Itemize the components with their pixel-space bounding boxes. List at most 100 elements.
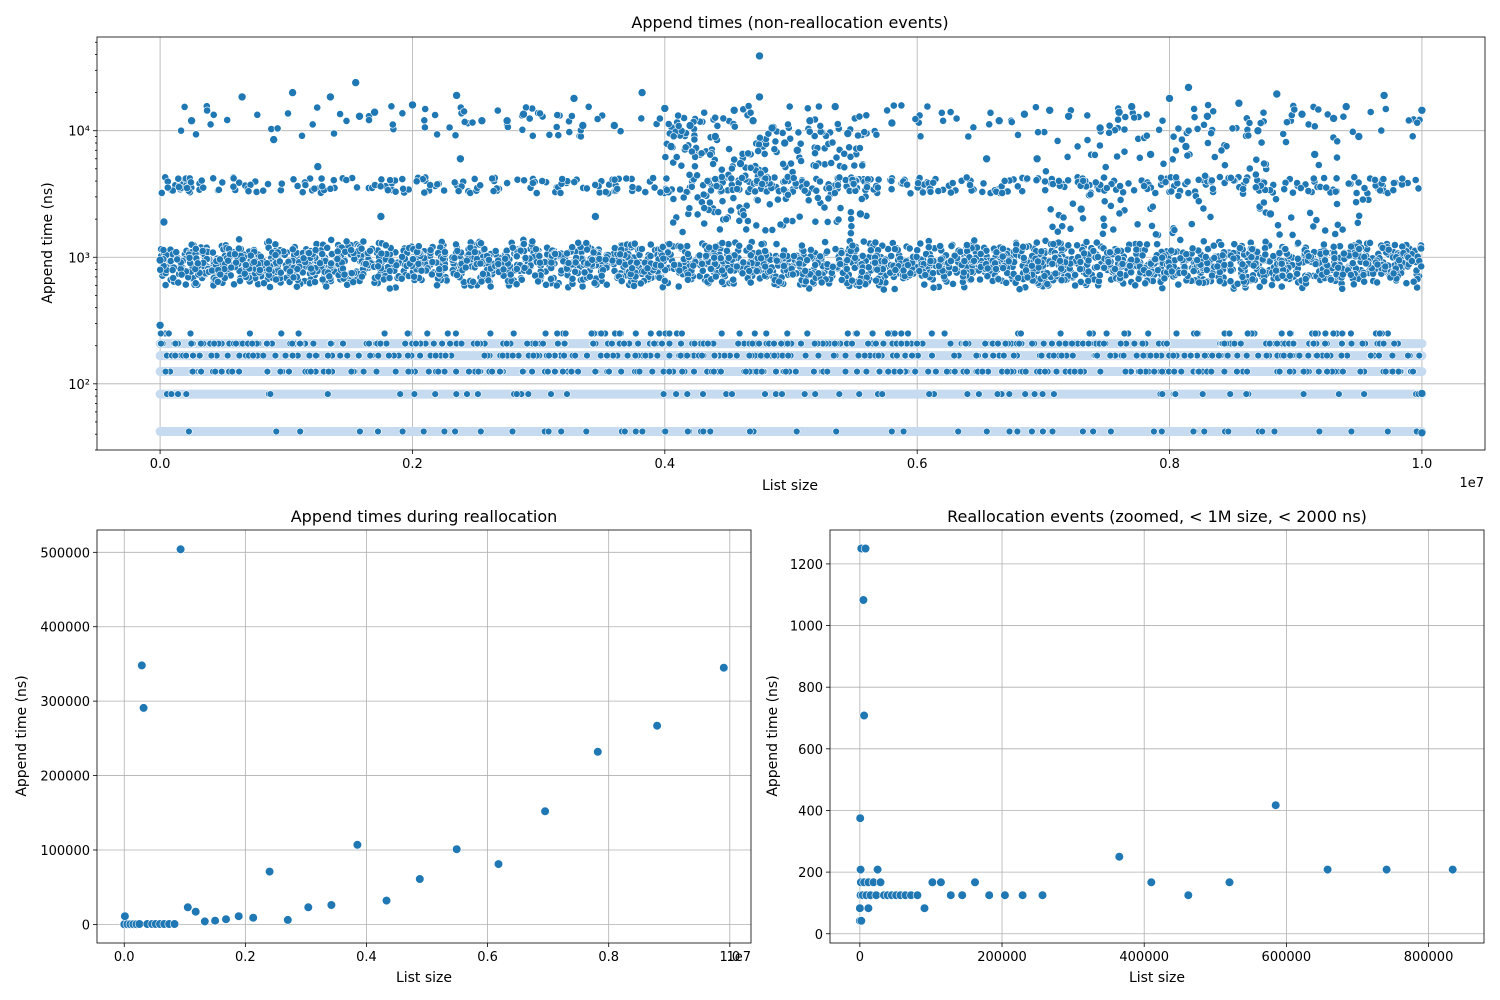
- chart-top-point: [1366, 108, 1375, 116]
- chart-top-point: [976, 249, 985, 258]
- chart-top-level-point: [452, 390, 460, 398]
- chart-top-level-point: [810, 339, 819, 348]
- chart-top-point: [940, 329, 949, 338]
- chart-top-level-point: [761, 390, 769, 398]
- chart-top-outlier-point: [994, 116, 1004, 125]
- chart-top-point: [203, 106, 211, 115]
- chart-top-point: [665, 329, 674, 338]
- chart-top-point: [833, 120, 842, 128]
- chart-top-level-point: [983, 427, 991, 436]
- chart-top-point: [547, 274, 555, 283]
- chart-top-point: [1332, 174, 1341, 183]
- chart-top-point: [1053, 136, 1062, 145]
- chart-top-point: [1202, 265, 1211, 274]
- chart-top-point: [1118, 259, 1127, 268]
- chart-top-point: [404, 329, 412, 338]
- chart-top-point: [685, 170, 694, 179]
- chart-top-point: [590, 279, 599, 287]
- chart-top-point: [1274, 221, 1282, 230]
- chart-top-point: [1158, 253, 1167, 262]
- chart-top-point: [1227, 173, 1235, 182]
- chart-top-point: [420, 123, 429, 132]
- chart-top-point: [1242, 176, 1250, 185]
- chart-top-level-point: [519, 367, 527, 376]
- chart-top-grid: [97, 37, 1485, 450]
- chart-top-point: [574, 238, 583, 247]
- chart-top-level-point: [210, 339, 218, 348]
- chart-top-level-point: [1158, 390, 1167, 398]
- chart-top-level-point: [296, 427, 304, 436]
- chart-top-level-point: [690, 367, 698, 376]
- chart-top-point: [807, 245, 815, 254]
- chart-top-point: [340, 270, 349, 279]
- chart-top-outlier-point: [1297, 109, 1307, 119]
- chart-top-point: [1333, 153, 1341, 162]
- chart-top-point: [1391, 241, 1399, 249]
- chart-top-level-point: [710, 351, 719, 360]
- chart-top-point: [265, 265, 274, 274]
- chart-top-point: [840, 163, 849, 172]
- chart-top-point: [718, 172, 726, 181]
- chart-top-level-point: [981, 351, 989, 360]
- chart-top-point: [1168, 155, 1177, 164]
- chart-top-outlier-point: [1064, 112, 1073, 121]
- chart-top-point: [1243, 329, 1252, 338]
- chart-top-point: [417, 266, 426, 275]
- chart-top-level-point: [755, 339, 763, 348]
- chart-top-bands: [155, 339, 1427, 437]
- chart-top-level-point: [1013, 427, 1022, 436]
- chart-top-outlier-point: [1253, 126, 1263, 135]
- chart-top-point: [1228, 124, 1237, 133]
- chart-top-level-point: [420, 427, 428, 436]
- chart-top-point: [1281, 178, 1290, 187]
- chart-top-point: [1100, 173, 1108, 182]
- chart-top-point: [729, 275, 738, 284]
- chart-top-point: [675, 266, 684, 275]
- chart-top-point: [377, 175, 386, 184]
- chart-top-point: [700, 204, 709, 212]
- chart-top-point: [1417, 262, 1426, 271]
- chart-top-point: [452, 329, 460, 338]
- chart-top-outlier-point: [1020, 109, 1029, 119]
- chart-top-point: [1373, 260, 1382, 269]
- chart-top-point: [992, 248, 1001, 257]
- chart-top-point: [610, 244, 619, 252]
- chart-top-point: [1204, 101, 1212, 109]
- chart-top-point: [725, 145, 733, 153]
- chart-top-point: [349, 278, 358, 286]
- chart-top-point: [785, 102, 794, 111]
- chart-top-point: [1002, 278, 1011, 287]
- chart-bottom-left-point: [139, 703, 149, 713]
- chart-top-level-point: [438, 339, 446, 348]
- chart-top-point: [936, 242, 945, 250]
- chart-top-point: [1169, 132, 1178, 141]
- chart-bottom-right-point: [855, 903, 865, 913]
- chart-top-level-point: [878, 390, 886, 398]
- chart-top-level-point: [1381, 367, 1390, 376]
- chart-top-point: [662, 174, 671, 183]
- chart-top-point: [795, 259, 804, 268]
- chart-bottom-left-xtick-label: 0.8: [598, 950, 619, 965]
- chart-top-point: [553, 111, 562, 119]
- chart-top-point: [1411, 176, 1420, 184]
- chart-top-point: [934, 187, 943, 195]
- chart-top-level-point: [710, 367, 718, 376]
- chart-top-point: [985, 120, 994, 129]
- chart-top-point: [1225, 329, 1234, 338]
- chart-top-level-point: [1139, 351, 1148, 360]
- chart-top-level-point: [1200, 427, 1209, 436]
- chart-top-point: [1338, 225, 1347, 234]
- chart-top-level-point: [1138, 339, 1147, 348]
- chart-top-point: [834, 215, 843, 224]
- chart-top-point: [246, 329, 254, 338]
- chart-top-level-point: [324, 351, 332, 360]
- chart-top-level-point: [757, 351, 765, 360]
- chart-top-level-point: [772, 367, 780, 376]
- chart-top-level-point: [777, 339, 785, 348]
- chart-top-level-point: [218, 367, 226, 376]
- chart-top-point: [1023, 174, 1032, 183]
- chart-top-point: [700, 108, 709, 117]
- chart-top-level-point: [1233, 351, 1242, 360]
- chart-top-point: [1272, 195, 1280, 204]
- chart-top-point: [386, 176, 394, 185]
